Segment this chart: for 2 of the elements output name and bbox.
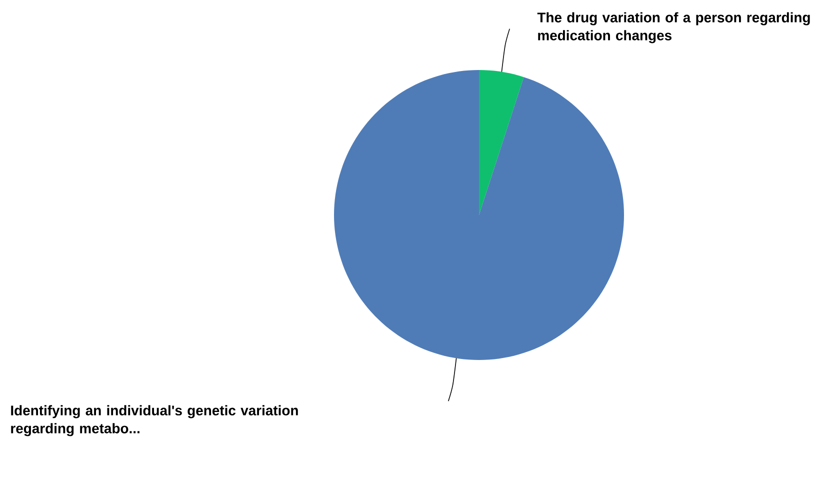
slice-label: The drug variation of a person regarding medication changes [537, 12, 810, 44]
slice-label: Identifying an individual's genetic variation regarding metabo... [11, 405, 298, 436]
